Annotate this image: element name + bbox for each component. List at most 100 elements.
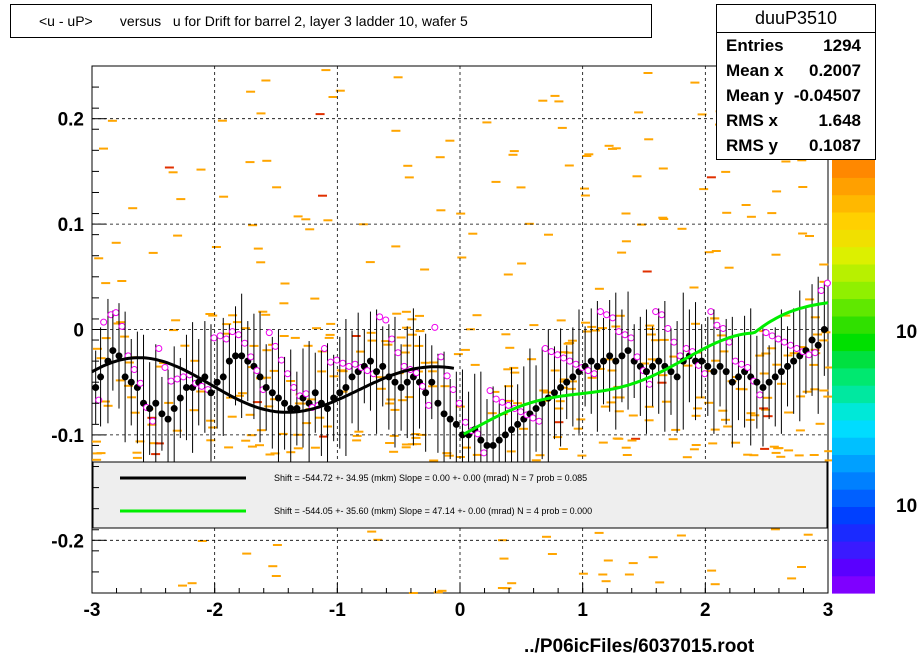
histogram-cell: [676, 534, 686, 537]
histogram-cell: [566, 387, 576, 390]
histogram-cell: [576, 418, 586, 421]
histogram-cell: [690, 81, 700, 84]
alt-point: [590, 370, 598, 378]
alt-point: [787, 341, 795, 349]
color-scale-cell: [832, 523, 875, 542]
histogram-cell: [755, 354, 765, 357]
color-scale-cell: [832, 541, 875, 559]
histogram-cell: [718, 409, 728, 412]
data-point: [440, 410, 448, 418]
histogram-cell: [242, 552, 252, 555]
histogram-cell: [462, 446, 471, 449]
histogram-cell: [668, 438, 678, 441]
histogram-cell: [92, 458, 102, 461]
color-scale-cell: [832, 367, 875, 386]
histogram-cell: [584, 153, 594, 156]
alt-point: [529, 414, 537, 422]
histogram-cell: [771, 451, 781, 454]
stat-entries: Entries 1294: [717, 33, 875, 58]
histogram-cell: [581, 321, 590, 324]
histogram-cell: [741, 204, 751, 206]
legend-box: [92, 461, 828, 529]
histogram-cell: [505, 346, 515, 349]
histogram-cell: [323, 219, 333, 222]
histogram-cell: [367, 339, 377, 342]
histogram-cell: [310, 446, 320, 449]
histogram-cell: [738, 388, 748, 391]
histogram-cell: [470, 363, 480, 366]
color-scale-cell: [832, 437, 875, 455]
histogram-cell: [689, 448, 699, 451]
alt-point: [554, 351, 562, 359]
color-scale-cell: [832, 419, 875, 438]
histogram-cell: [429, 459, 439, 462]
histogram-cell: [763, 396, 773, 399]
color-scale-cell: [832, 402, 875, 421]
histogram-cell: [318, 194, 327, 197]
stat-value: 0.1087: [809, 136, 861, 155]
histogram-cell: [594, 531, 604, 534]
histogram-cell: [99, 147, 108, 150]
data-point: [593, 362, 601, 370]
histogram-cell: [396, 336, 406, 339]
data-point: [483, 441, 491, 449]
histogram-cell: [180, 344, 190, 347]
data-point: [587, 357, 595, 365]
stat-rms-y: RMS y 0.1087: [717, 133, 875, 158]
alt-point: [118, 322, 126, 330]
histogram-cell: [411, 433, 421, 435]
histogram-cell: [721, 418, 730, 421]
histogram-cell: [312, 327, 321, 330]
alt-point: [633, 353, 641, 361]
alt-point: [320, 344, 328, 352]
histogram-cell: [529, 324, 539, 327]
histogram-cell: [580, 194, 590, 197]
histogram-cell: [240, 327, 250, 330]
histogram-cell: [600, 405, 610, 408]
histogram-cell: [658, 374, 668, 377]
data-point: [642, 368, 650, 376]
histogram-cell: [132, 456, 142, 459]
histogram-cell: [784, 449, 794, 452]
histogram-cell: [149, 442, 159, 445]
histogram-cell: [598, 327, 607, 330]
histogram-cell: [164, 401, 174, 404]
histogram-cell: [472, 314, 482, 317]
histogram-cell: [745, 418, 755, 421]
stat-value: 1.648: [818, 111, 861, 130]
alt-point: [652, 308, 660, 316]
histogram-cell: [797, 566, 806, 568]
histogram-cell: [598, 573, 608, 576]
histogram-cell: [659, 218, 669, 220]
color-scale-cell: [832, 558, 875, 577]
data-point: [814, 341, 822, 349]
histogram-cell: [392, 312, 402, 315]
alt-point: [603, 311, 611, 319]
stat-label: Mean y: [726, 86, 784, 105]
histogram-cell: [594, 287, 604, 290]
histogram-cell: [499, 557, 509, 560]
histogram-cell: [759, 372, 769, 375]
histogram-cell: [315, 416, 325, 419]
color-scale-label: 10: [896, 496, 917, 517]
stat-label: RMS y: [726, 136, 778, 155]
data-point: [170, 405, 178, 413]
data-point: [207, 389, 215, 397]
histogram-cell: [397, 399, 407, 402]
histogram-cell: [247, 445, 257, 448]
histogram-cell: [559, 378, 569, 381]
histogram-cell: [810, 316, 820, 319]
histogram-cell: [272, 186, 282, 189]
alt-point: [811, 349, 819, 357]
histogram-cell: [164, 166, 174, 169]
histogram-cell: [637, 223, 646, 226]
histogram-cell: [646, 333, 656, 336]
histogram-cell: [401, 443, 411, 446]
histogram-cell: [385, 402, 395, 405]
alt-point: [455, 399, 463, 407]
alt-point: [278, 356, 286, 364]
color-scale-cell: [832, 315, 875, 334]
data-point: [287, 405, 295, 413]
histogram-cell: [542, 391, 552, 394]
histogram-cell: [482, 121, 492, 124]
